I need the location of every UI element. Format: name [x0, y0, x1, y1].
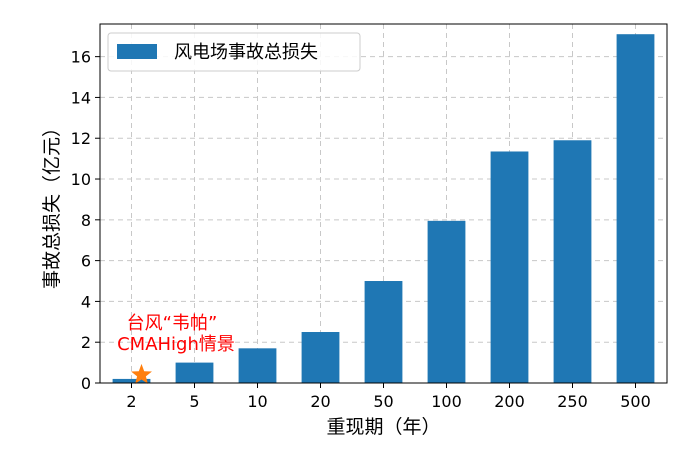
legend-label: 风电场事故总损失 [174, 42, 318, 63]
y-ticks: 0 2 4 6 8 10 12 14 16 [71, 48, 100, 393]
x-tick-label: 2 [126, 392, 136, 411]
bar-500 [616, 34, 655, 384]
x-tick-label: 50 [373, 392, 393, 411]
y-tick-label: 14 [71, 88, 91, 107]
y-tick-label: 10 [71, 170, 91, 189]
bar-2 [112, 378, 151, 383]
y-tick-label: 4 [81, 292, 91, 311]
x-tick-label: 500 [620, 392, 651, 411]
annotation-line-1: 台风“韦帕” [127, 313, 218, 334]
bar-50 [364, 281, 403, 383]
y-tick-label: 12 [71, 129, 91, 148]
bar-100 [427, 220, 466, 383]
annotation: 台风“韦帕” CMAHigh情景 [117, 313, 235, 355]
bar-10 [238, 348, 277, 383]
annotation-line-2: CMAHigh情景 [117, 334, 235, 355]
y-axis-label: 事故总损失（亿元） [41, 118, 63, 289]
bar-250 [553, 140, 592, 383]
y-tick-label: 8 [81, 211, 91, 230]
x-ticks: 2 5 10 20 50 100 200 250 500 [126, 383, 651, 411]
y-tick-label: 16 [71, 48, 91, 67]
x-tick-label: 20 [310, 392, 330, 411]
x-tick-label: 100 [431, 392, 462, 411]
x-tick-label: 5 [189, 392, 199, 411]
x-tick-label: 200 [494, 392, 525, 411]
y-tick-label: 6 [81, 252, 91, 271]
bar-20 [301, 332, 340, 383]
x-tick-label: 250 [557, 392, 588, 411]
markers [131, 363, 152, 384]
legend: 风电场事故总损失 [107, 32, 361, 72]
bar-200 [490, 151, 529, 383]
bars [112, 34, 655, 384]
legend-swatch [117, 44, 157, 59]
star-marker [131, 363, 152, 384]
legend-box [107, 32, 361, 72]
bar-5 [175, 362, 214, 383]
x-tick-label: 10 [247, 392, 267, 411]
x-axis-label: 重现期（年） [326, 416, 440, 438]
y-tick-label: 0 [81, 374, 91, 393]
y-tick-label: 2 [81, 333, 91, 352]
